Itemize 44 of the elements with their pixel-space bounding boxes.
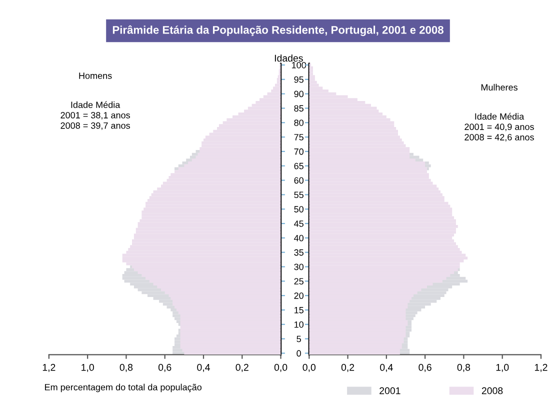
y-tick-label: 30	[294, 264, 304, 270]
x-tick-label: 0,0	[302, 364, 316, 372]
y-tick-label: 15	[294, 307, 304, 314]
y-tick-label: 90	[294, 90, 304, 98]
x-tick-label: 0,2	[341, 364, 354, 372]
text: Em percentagem do total da população	[45, 384, 202, 392]
x-tick-label: 1,0	[496, 364, 509, 372]
y-tick-label: 20	[294, 292, 304, 299]
x-tick-label: 1,2	[534, 364, 548, 372]
annotation: Idade Média 2001 = 40,9 anos 2008 = 42,6 anos	[464, 112, 534, 142]
y-tick-label: 5	[296, 336, 301, 342]
y-tick-label: 65	[294, 162, 304, 170]
x-tick-label: 0,6	[158, 364, 172, 372]
x-tick-label: 0,2	[236, 364, 248, 372]
y-tick-label: 95	[294, 76, 304, 83]
legend-label: 2001	[380, 387, 400, 394]
y-tick-label: 75	[294, 134, 304, 140]
y-tick-label: 35	[294, 249, 304, 256]
chart-title: Pirâmide Etária da População Residente, Portugal, 2001 e 2008	[112, 25, 444, 36]
y-tick-label: 45	[294, 220, 304, 227]
y-tick-label: 100	[292, 62, 306, 68]
y-tick-label: 40	[294, 234, 304, 242]
x-tick-label: 1,0	[82, 364, 94, 372]
annotation: Idade Média 2001 = 38,1 anos 2008 = 39,7 anos	[60, 101, 130, 130]
y-tick-label: 70	[294, 148, 304, 155]
y-tick-label: 10	[294, 321, 304, 328]
y-tick-label: 0	[296, 350, 301, 357]
x-tick-label: 0,8	[120, 364, 133, 372]
x-tick-label: 0,6	[418, 364, 432, 372]
y-tick-label: 25	[294, 278, 304, 285]
y-tick-label: 80	[294, 120, 304, 126]
x-tick-label: 0,4	[197, 364, 210, 372]
y-tick-label: 55	[294, 192, 304, 198]
y-axis-title: Idades	[274, 54, 303, 62]
y-tick-label: 50	[294, 206, 304, 212]
legend-label: 2008	[482, 387, 503, 394]
x-tick-label: 0,8	[457, 364, 470, 372]
y-tick-label: 85	[294, 105, 304, 112]
y-tick-label: 60	[294, 177, 304, 184]
x-tick-label: 0,4	[380, 364, 393, 372]
x-tick-label: 1,2	[42, 364, 56, 372]
x-tick-label: 0,0	[274, 364, 288, 372]
annotation: Mulheres	[481, 84, 518, 91]
annotation: Homens	[79, 72, 112, 79]
